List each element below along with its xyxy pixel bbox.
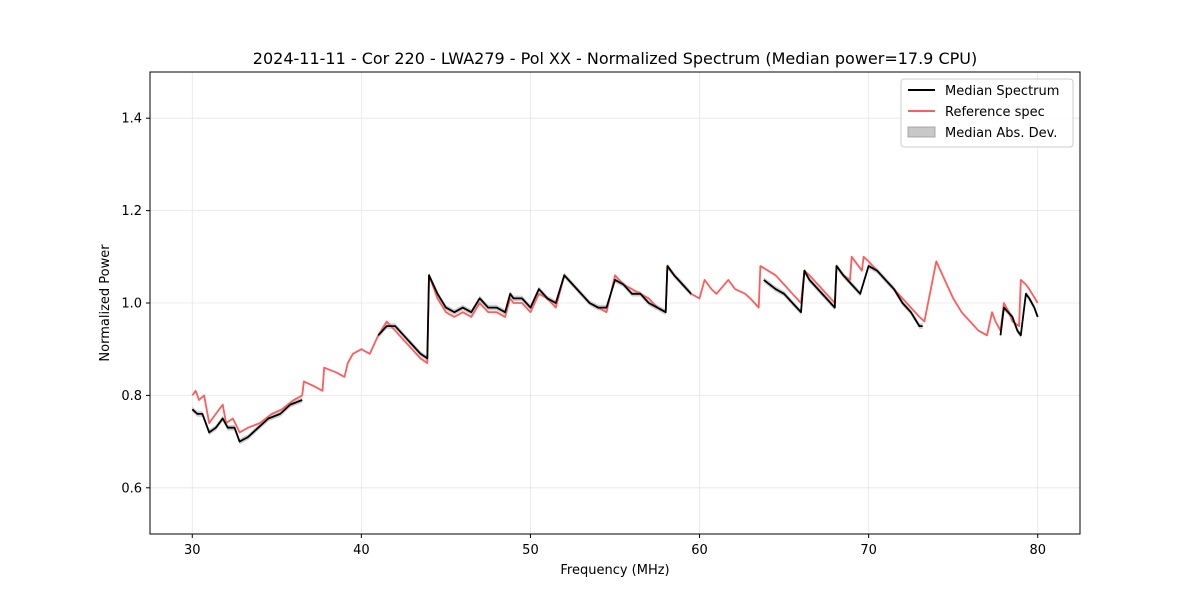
median-spectrum-line <box>377 265 692 360</box>
axis-ticks: 30 40 50 60 70 80 0.6 0.8 1.0 1.2 1.4 <box>121 112 1046 558</box>
legend: Median Spectrum Reference spec Median Ab… <box>900 78 1074 148</box>
x-axis-label: Frequency (MHz) <box>560 563 669 578</box>
x-tick-label: 50 <box>522 543 539 558</box>
chart-title: 2024-11-11 - Cor 220 - LWA279 - Pol XX -… <box>253 49 977 68</box>
legend-mad-swatch <box>907 126 936 138</box>
y-tick-label: 0.6 <box>121 481 142 496</box>
legend-box <box>900 78 1074 148</box>
x-tick-label: 70 <box>860 543 877 558</box>
y-tick-label: 1.4 <box>121 112 142 127</box>
y-tick-label: 0.8 <box>121 389 142 404</box>
x-tick-label: 60 <box>691 543 708 558</box>
x-tick-label: 80 <box>1029 543 1046 558</box>
mad-band <box>1000 291 1038 339</box>
plot-area <box>191 255 1039 445</box>
y-tick-label: 1.2 <box>121 204 142 219</box>
reference-spectrum-line <box>191 255 1039 434</box>
legend-mad-label: Median Abs. Dev. <box>945 126 1057 141</box>
median-spectrum-line <box>999 292 1039 337</box>
x-tick-label: 30 <box>184 543 201 558</box>
y-axis-label: Normalized Power <box>98 244 113 362</box>
y-tick-label: 1.0 <box>121 297 142 312</box>
median-spectrum-line <box>191 399 303 443</box>
x-tick-label: 40 <box>353 543 370 558</box>
legend-reference-label: Reference spec <box>945 105 1045 120</box>
median-spectrum-line <box>763 265 923 328</box>
legend-median-label: Median Spectrum <box>945 84 1059 99</box>
